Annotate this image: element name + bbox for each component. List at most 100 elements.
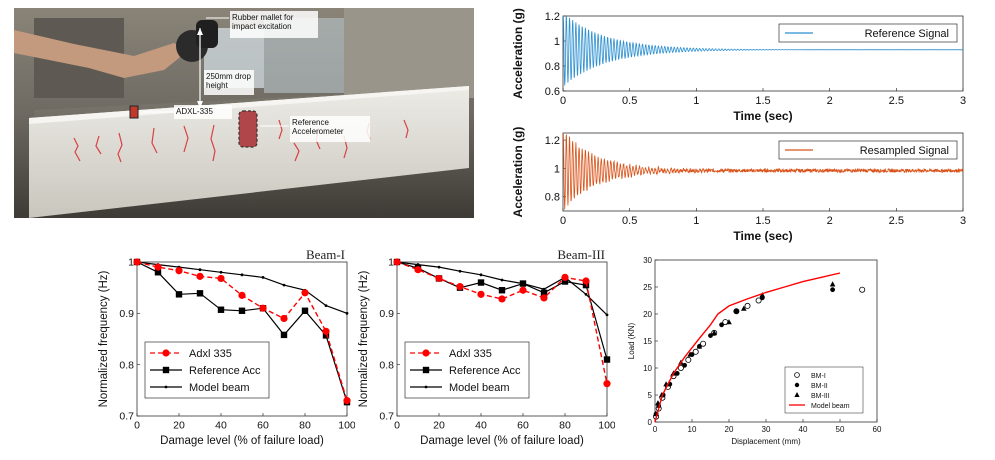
data-point [422,366,430,374]
data-point [829,281,836,287]
legend-label: Adxl 335 [189,348,232,360]
x-tick-label: 3 [960,95,966,107]
y-tick-label: 1.2 [545,11,560,23]
x-tick-label: 0.5 [622,95,637,107]
data-point [584,292,588,296]
data-point [414,266,422,274]
data-point [198,268,202,272]
y-tick-label: 25 [643,283,652,292]
resampled-signal-plot: 0 0.5 1 1.5 2 2.5 3 0.8 1 1.2 Time (sec) Accelerati… [511,127,966,243]
data-point [561,278,569,285]
x-tick-label: 60 [873,425,882,434]
signal-line [562,132,964,210]
legend-label: Model beam [189,382,250,394]
x-tick-label: 1.5 [755,95,770,107]
y-tick-label: 15 [643,337,652,346]
data-point [677,365,684,372]
x-tick-label: 60 [517,420,529,432]
x-tick-label: 2 [827,95,833,107]
data-point [261,276,265,279]
x-axis-label: Displacement (mm) [731,437,801,446]
y-axis-label: Acceleration (g) [511,8,525,99]
model-beam-line [654,272,841,423]
data-point [744,302,751,309]
series-line [136,261,348,314]
data-point [175,267,183,275]
data-point [477,279,485,286]
data-point [500,278,504,282]
x-tick-label: 3 [960,215,966,227]
data-point [458,269,462,273]
y-tick-label: 0 [648,418,653,427]
data-point [719,322,724,328]
reference-signal-chart: 0 0.5 1 1.5 2 2.5 3 0.6 0.8 1 1.2 Time (sec) Acceler… [508,8,978,123]
legend-label: BM-I [811,373,826,380]
legend-label: Resampled Signal [860,145,949,157]
test-setup-illustration [14,8,474,218]
data-point [561,273,569,281]
x-tick-label: 0.5 [622,215,637,227]
series-line [396,261,608,384]
data-point [603,380,611,388]
data-point [685,356,692,363]
x-tick-label: 60 [257,420,269,432]
legend-box [778,23,958,43]
test-setup-photo: Rubber mallet for impact excitation 250m… [14,8,474,218]
data-point [726,319,732,325]
x-tick-label: 30 [762,425,771,434]
data-point [498,295,506,303]
y-tick-label: 0.9 [379,308,394,320]
data-point [164,385,168,389]
x-axis-label: Damage level (% of failure load) [420,435,584,447]
data-point [759,292,766,298]
annotation-drop-height: 250mm drop height [206,72,251,90]
data-point [700,340,707,347]
data-point [219,270,223,274]
data-point [154,263,162,271]
beam-1-plot: 0 20 40 60 80 100 0.7 0.8 0.9 1 Damage level (% of… [98,247,356,447]
x-tick-label: 1 [693,215,699,227]
data-point [682,362,687,368]
x-tick-label: 2.5 [889,95,904,107]
x-tick-label: 0 [134,420,140,432]
y-tick-label: 0.9 [119,308,134,320]
y-tick-label: 1 [554,163,560,175]
data-point [605,313,609,317]
data-point [162,349,170,357]
data-point [280,314,288,323]
legend-label: Model beam [811,403,850,410]
y-tick-label: 1 [128,257,134,269]
legend-marker [794,392,800,397]
data-point [301,307,309,314]
legend-label: BM-III [811,393,830,400]
data-point [301,289,309,297]
x-tick-label: 2 [827,215,833,227]
legend-label: Model beam [449,382,510,394]
y-tick-label: 1 [554,36,560,48]
data-point [708,333,713,338]
x-tick-label: 80 [559,420,571,432]
beam-3-chart: 0 20 40 60 80 100 0.7 0.8 0.9 1 Damage level (% of… [355,247,616,453]
data-point [711,329,717,336]
data-point [519,286,527,294]
legend-label: BM-II [811,383,828,390]
data-point [755,297,762,304]
legend-label: Reference Acc [189,365,261,377]
resampled-signal-chart: 0 0.5 1 1.5 2 2.5 3 0.8 1 1.2 Time (sec) Accelerati… [508,125,978,243]
x-tick-label: 0 [653,425,658,434]
data-point [324,304,328,308]
data-point [196,290,204,297]
x-tick-label: 80 [299,420,311,432]
data-point [175,291,183,298]
x-tick-label: 100 [598,420,615,432]
x-tick-label: 100 [338,420,355,432]
data-point [393,258,401,266]
x-tick-label: 20 [173,420,185,432]
data-point [582,281,590,289]
data-point [280,331,288,339]
signal-line [562,15,963,86]
legend-label: Adxl 335 [449,348,492,360]
x-tick-label: 0 [560,95,566,107]
legend-marker [794,372,800,378]
y-tick-label: 10 [643,364,652,373]
